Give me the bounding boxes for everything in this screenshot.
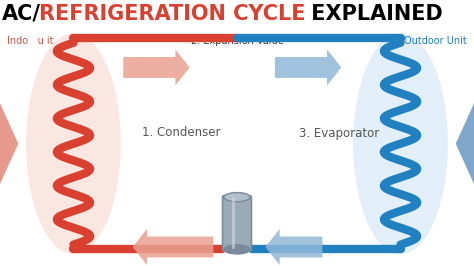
Polygon shape: [0, 103, 18, 184]
Text: 1. Condenser: 1. Condenser: [142, 127, 221, 139]
Text: 2. Expansion Value: 2. Expansion Value: [191, 36, 283, 46]
Ellipse shape: [26, 33, 121, 254]
Polygon shape: [265, 229, 322, 265]
Ellipse shape: [224, 245, 250, 254]
Text: AC/: AC/: [2, 4, 41, 24]
Text: EXPLAINED: EXPLAINED: [304, 4, 443, 24]
Text: Indo   u it: Indo u it: [7, 36, 54, 46]
Ellipse shape: [224, 193, 250, 202]
Text: Outdoor Unit: Outdoor Unit: [404, 36, 467, 46]
Polygon shape: [456, 103, 474, 184]
Text: REFRIGERATION CYCLE: REFRIGERATION CYCLE: [39, 4, 305, 24]
Text: 3. Evaporator: 3. Evaporator: [299, 127, 379, 139]
Polygon shape: [275, 49, 341, 85]
Polygon shape: [123, 49, 190, 85]
Ellipse shape: [353, 33, 448, 254]
FancyBboxPatch shape: [223, 196, 251, 251]
Polygon shape: [133, 229, 213, 265]
